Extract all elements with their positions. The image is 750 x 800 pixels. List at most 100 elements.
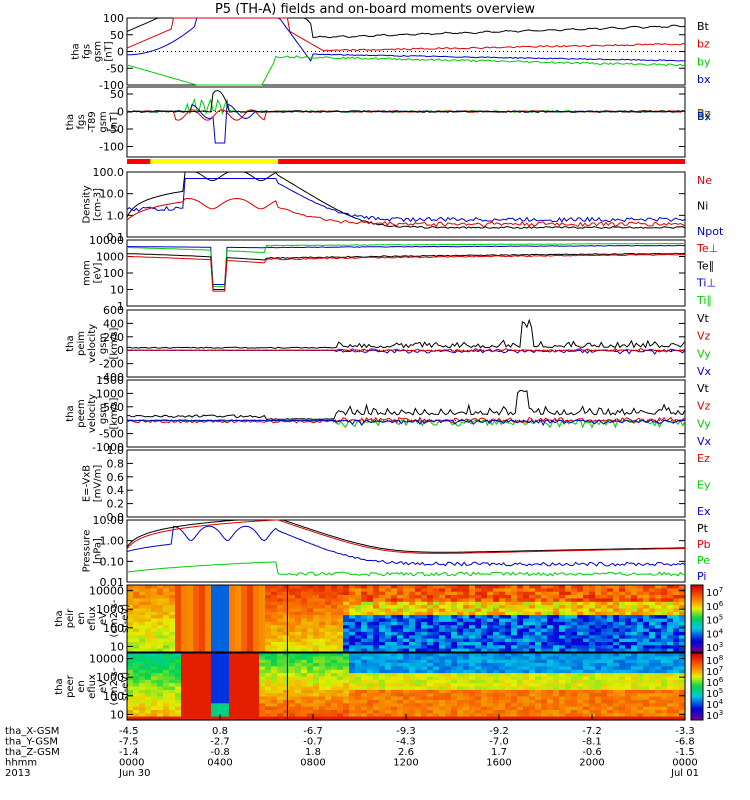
- spectrogram-cell: [487, 689, 494, 694]
- spectrogram-cell: [367, 710, 374, 714]
- spectrogram-cell: [325, 591, 332, 596]
- spectrogram-cell: [229, 595, 236, 599]
- spectrogram-cell: [529, 595, 536, 599]
- spectrogram-cell: [325, 628, 332, 633]
- spectrogram-cell: [565, 608, 572, 613]
- spectrogram-cell: [133, 642, 140, 646]
- spectrogram-cell: [301, 689, 308, 694]
- spectrogram-cell: [403, 676, 410, 681]
- spectrogram-cell: [235, 615, 242, 620]
- spectrogram-cell: [343, 605, 350, 610]
- spectrogram-cell: [673, 699, 680, 704]
- spectrogram-cell: [169, 679, 176, 684]
- spectrogram-cell: [169, 689, 176, 694]
- spectrogram-cell: [505, 625, 512, 630]
- spectrogram-cell: [613, 666, 620, 671]
- spectrogram-cell: [523, 686, 530, 691]
- spectrogram-cell: [409, 625, 416, 630]
- spectrogram-cell: [235, 608, 242, 613]
- spectrogram-cell: [247, 669, 254, 674]
- spectrogram-cell: [643, 710, 650, 714]
- spectrogram-cell: [541, 656, 548, 661]
- spectrogram-cell: [331, 653, 338, 657]
- spectrogram-cell: [349, 689, 356, 694]
- spectrogram-cell: [133, 595, 140, 599]
- spectrogram-cell: [187, 585, 194, 589]
- spectrogram-cell: [385, 716, 392, 721]
- spectrogram-cell: [265, 588, 272, 593]
- spectrogram-cell: [595, 699, 602, 704]
- spectrogram-cell: [481, 648, 488, 653]
- spectrogram-cell: [409, 656, 416, 661]
- spectrogram-cell: [457, 659, 464, 664]
- spectrogram-cell: [265, 659, 272, 664]
- spectrogram-cell: [397, 595, 404, 599]
- spectrogram-cell: [151, 653, 158, 657]
- spectrogram-cell: [187, 615, 194, 620]
- spectrogram-cell: [145, 601, 152, 606]
- spectrogram-cell: [157, 588, 164, 593]
- spectrogram-cell: [463, 663, 470, 667]
- spectrogram-cell: [157, 595, 164, 599]
- spectrogram-cell: [247, 645, 254, 650]
- spectrogram-cell: [271, 631, 278, 636]
- spectrogram-cell: [499, 699, 506, 704]
- spectrogram-cell: [439, 713, 446, 718]
- spectrogram-cell: [559, 625, 566, 630]
- spectrogram-cell: [433, 635, 440, 640]
- spectrogram-cell: [637, 605, 644, 610]
- spectrogram-cell: [361, 669, 368, 674]
- spectrogram-cell: [637, 642, 644, 646]
- spectrogram-cell: [583, 656, 590, 661]
- spectrogram-cell: [259, 659, 266, 664]
- y-axis-label: eV: [98, 612, 109, 625]
- spectrogram-cell: [241, 656, 248, 661]
- spectrogram-cell: [295, 635, 302, 640]
- spectrogram-cell: [637, 659, 644, 664]
- legend-Vz: Vz: [697, 400, 711, 413]
- spectrogram-cell: [211, 669, 218, 674]
- spectrogram-cell: [397, 598, 404, 603]
- spectrogram-cell: [175, 710, 182, 714]
- spectrogram-cell: [337, 676, 344, 681]
- spectrogram-cell: [649, 716, 656, 721]
- spectrogram-cell: [289, 699, 296, 704]
- spectrogram-cell: [391, 696, 398, 701]
- spectrogram-cell: [655, 618, 662, 623]
- spectrogram-cell: [241, 601, 248, 606]
- colorbar-segment: [691, 645, 703, 649]
- spectrogram-cell: [145, 621, 152, 626]
- spectrogram-cell: [577, 598, 584, 603]
- spectrogram-cell: [631, 595, 638, 599]
- spectrogram-cell: [151, 686, 158, 691]
- spectrogram-cell: [181, 635, 188, 640]
- spectrogram-cell: [661, 669, 668, 674]
- spectrogram-cell: [577, 676, 584, 681]
- spectrogram-cell: [439, 638, 446, 643]
- spectrogram-cell: [679, 683, 686, 688]
- spectrogram-cell: [583, 706, 590, 711]
- spectrogram-cell: [211, 635, 218, 640]
- spectrogram-cell: [229, 710, 236, 714]
- spectrogram-cell: [637, 611, 644, 616]
- spectrogram-cell: [157, 638, 164, 643]
- spectrogram-cell: [499, 585, 506, 589]
- spectrogram-cell: [409, 673, 416, 678]
- spectrogram-cell: [571, 710, 578, 714]
- spectrogram-cell: [271, 653, 278, 657]
- spectrogram-cell: [547, 648, 554, 653]
- spectrogram-cell: [391, 693, 398, 698]
- spectrogram-cell: [553, 676, 560, 681]
- spectrogram-cell: [331, 716, 338, 721]
- spectrogram-cell: [211, 683, 218, 688]
- spectrogram-cell: [325, 656, 332, 661]
- spectrogram-cell: [415, 653, 422, 657]
- spectrogram-cell: [625, 710, 632, 714]
- spectrogram-cell: [643, 605, 650, 610]
- spectrogram-cell: [499, 710, 506, 714]
- spectrogram-cell: [169, 686, 176, 691]
- spectrogram-cell: [415, 628, 422, 633]
- spectrogram-cell: [607, 588, 614, 593]
- spectrogram-cell: [607, 595, 614, 599]
- spectrogram-cell: [523, 703, 530, 708]
